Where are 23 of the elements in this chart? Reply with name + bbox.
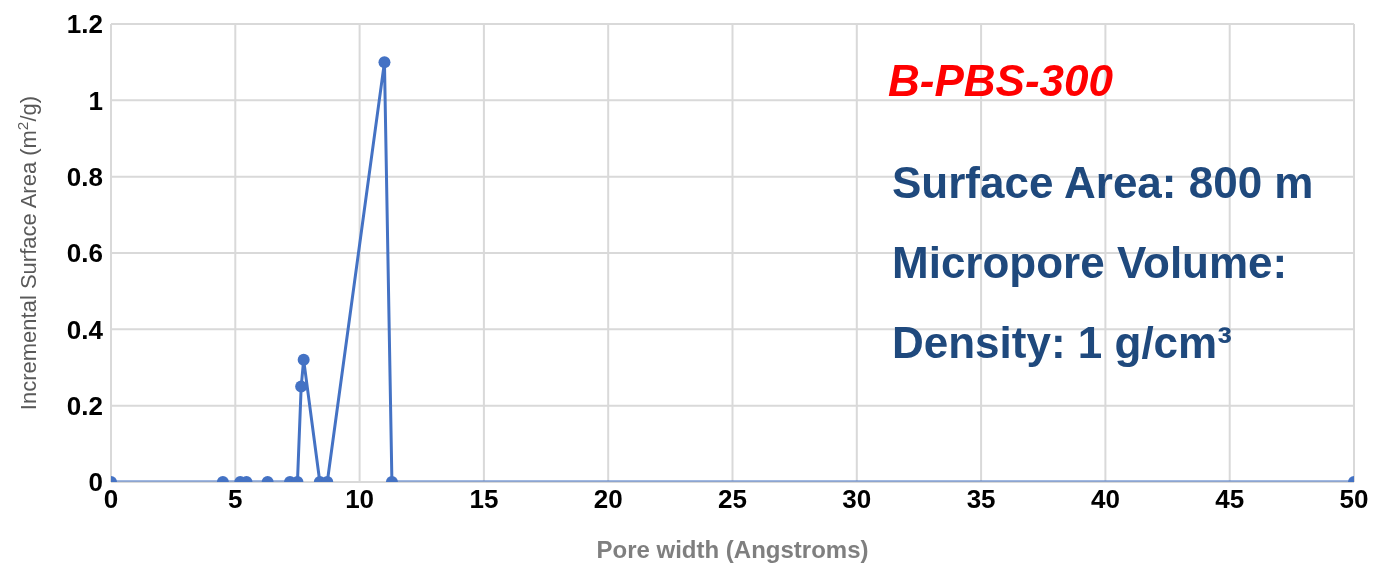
x-tick-label: 50: [1339, 484, 1369, 515]
y-tick-label: 0.4: [66, 314, 104, 345]
x-tick-label: 45: [1215, 484, 1245, 515]
y-tick-label: 0.6: [66, 238, 103, 269]
point: [378, 56, 391, 69]
annotation: Density: 1 g/cm³: [892, 318, 1232, 368]
annotation: Micropore Volume:: [892, 238, 1288, 288]
x-tick-label: 30: [842, 484, 872, 515]
annotation: Surface Area: 800 m: [892, 158, 1314, 208]
y-tick-label: 1.2: [66, 9, 103, 40]
x-tick-label: 20: [593, 484, 623, 515]
x-axis-title: Pore width (Angstroms): [596, 536, 869, 563]
x-tick-label: 35: [966, 484, 996, 515]
x-tick-label: 15: [469, 484, 499, 515]
x-tick-label: 5: [228, 484, 243, 515]
y-tick-label: 0.2: [66, 390, 103, 421]
point: [297, 353, 310, 366]
y-tick-label: 1: [88, 85, 103, 116]
x-tick-label: 10: [345, 484, 375, 515]
x-tick-label: 40: [1090, 484, 1120, 515]
text: B-PBS-300: [888, 56, 1113, 106]
y-tick-label: 0.8: [66, 161, 103, 192]
x-tick-label: 25: [718, 484, 747, 515]
